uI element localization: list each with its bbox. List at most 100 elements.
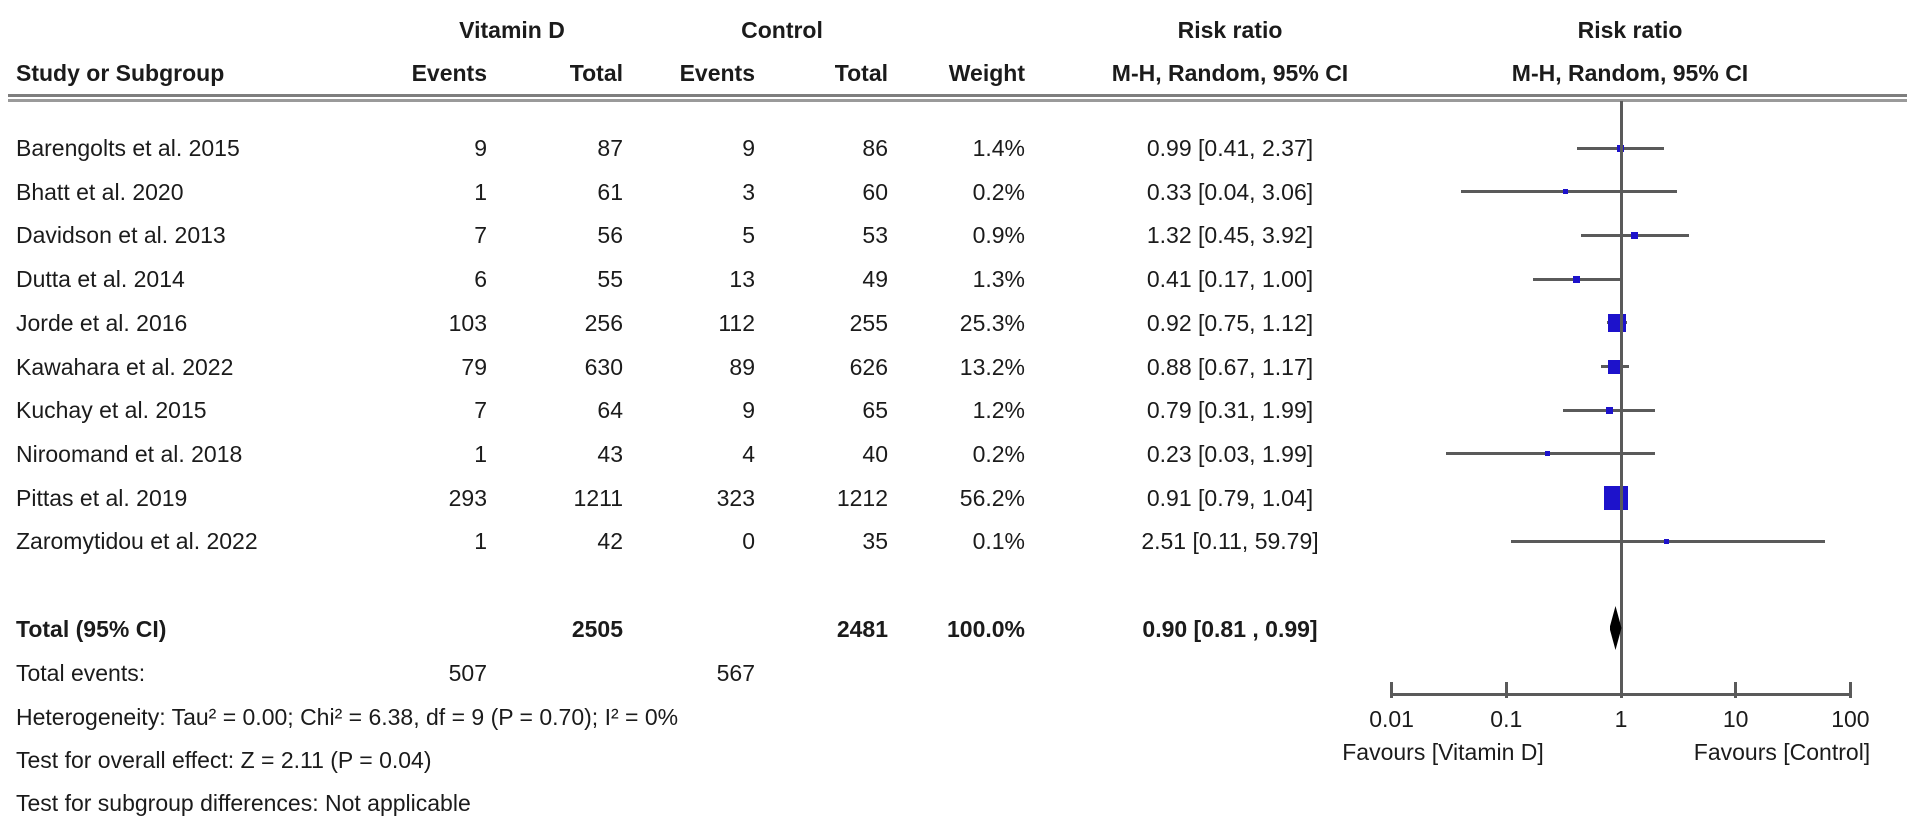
vd-total-value: 43 — [597, 441, 623, 467]
vd-total-value: 56 — [597, 222, 623, 248]
x-axis-tick — [1504, 682, 1508, 698]
rr-ci-text: 0.79 [0.31, 1.99] — [1146, 397, 1314, 423]
ctrl-total-value: 1212 — [836, 485, 888, 511]
ctrl-total-value: 626 — [849, 354, 888, 380]
ctrl-total-value: 49 — [862, 266, 888, 292]
rr-ci-text: 0.99 [0.41, 2.37] — [1146, 135, 1314, 161]
weight-value: 25.3% — [959, 310, 1025, 336]
vd-events-value: 7 — [474, 397, 487, 423]
x-axis-tick-label: 100 — [1831, 706, 1870, 732]
vd-total-value: 64 — [597, 397, 623, 423]
total-vd-total: 2505 — [571, 616, 623, 642]
ci-line — [1460, 190, 1677, 194]
header-rule — [8, 94, 1907, 102]
vd-events-value: 1 — [474, 441, 487, 467]
no-effect-line — [1619, 101, 1623, 696]
weight-value: 56.2% — [959, 485, 1025, 511]
risk-ratio-header-left: Risk ratio — [1177, 17, 1283, 43]
study-label: Barengolts et al. 2015 — [16, 135, 240, 161]
ctrl-events-value: 4 — [742, 441, 755, 467]
column-header-mh-ci-left: M-H, Random, 95% CI — [1111, 60, 1349, 86]
vd-events-value: 1 — [474, 179, 487, 205]
weight-value: 1.4% — [972, 135, 1025, 161]
point-estimate-marker — [1605, 406, 1613, 414]
rr-ci-text: 0.91 [0.79, 1.04] — [1146, 485, 1314, 511]
weight-value: 13.2% — [959, 354, 1025, 380]
favours-left-label: Favours [Vitamin D] — [1342, 739, 1544, 765]
pooled-diamond — [1609, 606, 1622, 650]
weight-value: 0.9% — [972, 222, 1025, 248]
study-label: Jorde et al. 2016 — [16, 310, 188, 336]
rr-ci-text: 0.88 [0.67, 1.17] — [1146, 354, 1314, 380]
weight-value: 1.3% — [972, 266, 1025, 292]
ctrl-events-value: 13 — [729, 266, 755, 292]
total-row-label: Total (95% CI) — [16, 616, 167, 642]
study-label: Davidson et al. 2013 — [16, 222, 226, 248]
ctrl-events-value: 5 — [742, 222, 755, 248]
study-label: Bhatt et al. 2020 — [16, 179, 184, 205]
total-ctrl-total: 2481 — [836, 616, 888, 642]
point-estimate-marker — [1604, 485, 1629, 510]
x-axis-tick — [1619, 682, 1623, 698]
risk-ratio-header-right: Risk ratio — [1577, 17, 1683, 43]
x-axis-tick-label: 10 — [1722, 706, 1749, 732]
rr-ci-text: 1.32 [0.45, 3.92] — [1146, 222, 1314, 248]
total-events-label: Total events: — [16, 660, 146, 686]
ctrl-total-value: 255 — [849, 310, 888, 336]
vd-total-value: 55 — [597, 266, 623, 292]
heterogeneity-note: Heterogeneity: Tau² = 0.00; Chi² = 6.38,… — [16, 704, 679, 730]
ctrl-total-value: 40 — [862, 441, 888, 467]
x-axis-tick — [1734, 682, 1738, 698]
point-estimate-marker — [1631, 231, 1639, 239]
x-axis-tick-label: 0.1 — [1490, 706, 1523, 732]
x-axis-tick-label: 1 — [1614, 706, 1628, 732]
column-header-vd-total: Total — [569, 60, 623, 86]
subgroup-differences-note: Test for subgroup differences: Not appli… — [16, 790, 471, 816]
rr-ci-text: 0.33 [0.04, 3.06] — [1146, 179, 1314, 205]
weight-value: 0.1% — [972, 528, 1025, 554]
vd-events-value: 9 — [474, 135, 487, 161]
vd-total-value: 256 — [584, 310, 623, 336]
column-header-mh-ci-right: M-H, Random, 95% CI — [1511, 60, 1749, 86]
column-header-ctrl-total: Total — [834, 60, 888, 86]
study-label: Niroomand et al. 2018 — [16, 441, 243, 467]
vd-events-value: 103 — [448, 310, 487, 336]
ctrl-events-value: 9 — [742, 397, 755, 423]
column-header-study: Study or Subgroup — [16, 60, 225, 86]
column-header-vd-events: Events — [411, 60, 487, 86]
overall-effect-note: Test for overall effect: Z = 2.11 (P = 0… — [16, 747, 432, 773]
group-header-control: Control — [741, 17, 823, 43]
ctrl-total-value: 53 — [862, 222, 888, 248]
point-estimate-marker — [1573, 275, 1581, 283]
point-estimate-marker — [1563, 189, 1569, 195]
ctrl-total-value: 86 — [862, 135, 888, 161]
ci-line — [1446, 452, 1656, 456]
vd-total-value: 1211 — [573, 485, 623, 511]
x-axis-tick-label: 0.01 — [1369, 706, 1414, 732]
ctrl-total-value: 65 — [862, 397, 888, 423]
vd-events-value: 293 — [448, 485, 487, 511]
weight-value: 0.2% — [972, 441, 1025, 467]
study-label: Kawahara et al. 2022 — [16, 354, 234, 380]
rr-ci-text: 0.41 [0.17, 1.00] — [1146, 266, 1314, 292]
ctrl-events-value: 89 — [729, 354, 755, 380]
point-estimate-marker — [1607, 313, 1626, 332]
study-label: Pittas et al. 2019 — [16, 485, 188, 511]
vd-events-value: 79 — [461, 354, 487, 380]
rr-ci-text: 2.51 [0.11, 59.79] — [1141, 528, 1319, 554]
total-weight: 100.0% — [946, 616, 1025, 642]
vd-total-value: 61 — [597, 179, 623, 205]
vd-events-value: 6 — [474, 266, 487, 292]
study-label: Zaromytidou et al. 2022 — [16, 528, 258, 554]
ctrl-events-value: 3 — [742, 179, 755, 205]
total-events-vd: 507 — [448, 660, 487, 686]
ctrl-events-value: 0 — [742, 528, 755, 554]
weight-value: 0.2% — [972, 179, 1025, 205]
study-label: Kuchay et al. 2015 — [16, 397, 207, 423]
ctrl-events-value: 9 — [742, 135, 755, 161]
ctrl-events-value: 323 — [716, 485, 755, 511]
ctrl-events-value: 112 — [718, 310, 755, 336]
vd-total-value: 42 — [597, 528, 623, 554]
rr-ci-text: 0.23 [0.03, 1.99] — [1146, 441, 1314, 467]
